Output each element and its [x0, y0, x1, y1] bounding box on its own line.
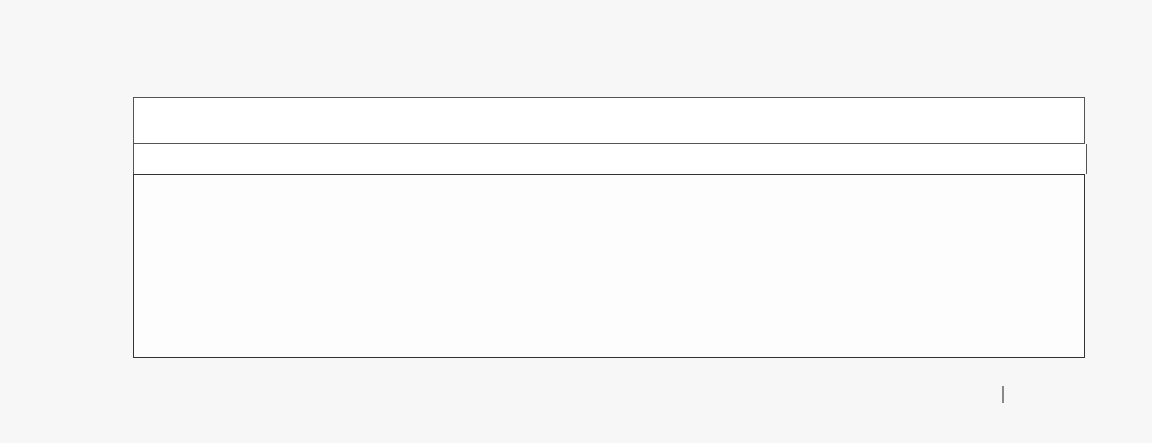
plot-canvas: [134, 175, 1084, 357]
wind-barb-strip: [133, 144, 1087, 174]
showers-swatch: [223, 394, 253, 405]
cloud-height-axis-title: [1118, 174, 1144, 366]
weather-icon-strip: [133, 97, 1085, 144]
cloud-density-colorbar: [1002, 386, 1004, 403]
day-header-row: [133, 53, 1085, 97]
cloud-density-ticks: [994, 402, 1152, 420]
x-axis-tick-labels: [133, 360, 1085, 380]
temperature-axis-title: [2, 174, 28, 358]
rain-swatch: [128, 394, 158, 405]
precipitation-axis-title: [76, 174, 102, 358]
forecast-plot: [133, 174, 1085, 358]
series-legend: [128, 386, 688, 412]
